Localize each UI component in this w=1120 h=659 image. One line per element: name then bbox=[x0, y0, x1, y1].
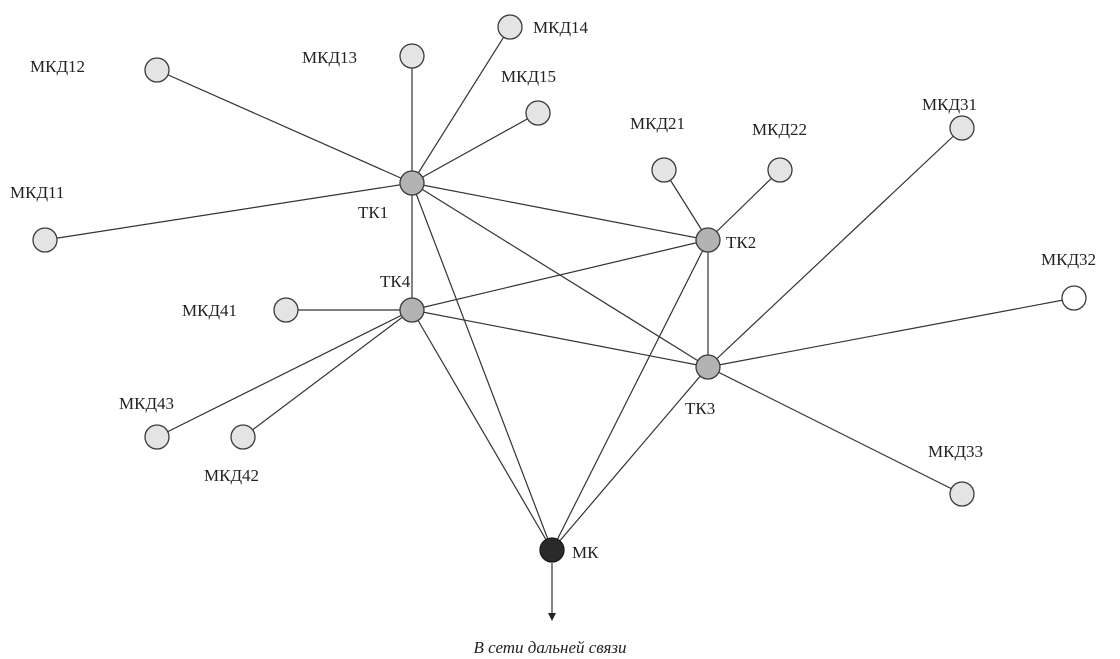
node-mkd12 bbox=[144, 57, 170, 83]
node-tk4 bbox=[399, 297, 425, 323]
edge-tk1-tk2 bbox=[411, 182, 709, 241]
label-mkd13: МКД13 bbox=[302, 48, 357, 67]
label-mkd33: МКД33 bbox=[928, 442, 983, 461]
edge-tk2-mk bbox=[551, 239, 709, 551]
node-mkd15 bbox=[525, 100, 551, 126]
node-tk1 bbox=[399, 170, 425, 196]
label-mkd21: МКД21 bbox=[630, 114, 685, 133]
edge-tk1-mk bbox=[411, 182, 553, 551]
labels-layer: МКД11 МКД12 МКД13 МКД14 МКД15 МКД21 МКД2… bbox=[10, 18, 1096, 657]
node-mkd11 bbox=[32, 227, 58, 253]
label-tk4: ТК4 bbox=[380, 272, 411, 291]
label-mkd11: МКД11 bbox=[10, 183, 64, 202]
edge-mkd43-tk4 bbox=[156, 309, 413, 438]
label-mkd12: МКД12 bbox=[30, 57, 85, 76]
caption-long-distance-networks: В сети дальней связи bbox=[473, 638, 626, 657]
edge-mkd33-tk3 bbox=[707, 366, 963, 495]
edge-mkd11-tk1 bbox=[44, 182, 413, 241]
label-mkd14: МКД14 bbox=[533, 18, 589, 37]
nodes-layer bbox=[32, 14, 1087, 563]
node-mkd14 bbox=[497, 14, 523, 40]
edge-mkd14-tk1 bbox=[411, 26, 511, 184]
label-mkd32: МКД32 bbox=[1041, 250, 1096, 269]
edge-mkd31-tk3 bbox=[707, 127, 963, 368]
label-tk2: ТК2 bbox=[726, 233, 756, 252]
edge-mkd22-tk2 bbox=[707, 169, 781, 241]
node-mkd32 bbox=[1061, 285, 1087, 311]
node-mkd22 bbox=[767, 157, 793, 183]
label-mkd42: МКД42 bbox=[204, 466, 259, 485]
node-mkd41 bbox=[273, 297, 299, 323]
edge-mkd32-tk3 bbox=[707, 297, 1075, 368]
label-mkd43: МКД43 bbox=[119, 394, 174, 413]
edge-mkd42-tk4 bbox=[242, 309, 413, 438]
node-tk2 bbox=[695, 227, 721, 253]
node-mkd31 bbox=[949, 115, 975, 141]
label-mk: МК bbox=[572, 543, 599, 562]
label-tk3: ТК3 bbox=[685, 399, 715, 418]
node-mkd42 bbox=[230, 424, 256, 450]
node-mkd43 bbox=[144, 424, 170, 450]
label-mkd31: МКД31 bbox=[922, 95, 977, 114]
node-tk3 bbox=[695, 354, 721, 380]
node-mkd13 bbox=[399, 43, 425, 69]
edge-mkd12-tk1 bbox=[156, 69, 413, 184]
node-mk bbox=[539, 537, 565, 563]
node-mkd21 bbox=[651, 157, 677, 183]
edge-tk4-mk bbox=[411, 309, 553, 551]
edges-layer bbox=[44, 26, 1075, 551]
edge-mkd21-tk2 bbox=[663, 169, 709, 241]
label-mkd41: МКД41 bbox=[182, 301, 237, 320]
edge-tk3-tk4 bbox=[411, 309, 709, 368]
edge-mkd15-tk1 bbox=[411, 112, 539, 184]
edge-tk3-mk bbox=[551, 366, 709, 551]
edge-tk2-tk4 bbox=[411, 239, 709, 311]
node-mkd33 bbox=[949, 481, 975, 507]
label-mkd15: МКД15 bbox=[501, 67, 556, 86]
label-tk1: ТК1 bbox=[358, 203, 388, 222]
label-mkd22: МКД22 bbox=[752, 120, 807, 139]
